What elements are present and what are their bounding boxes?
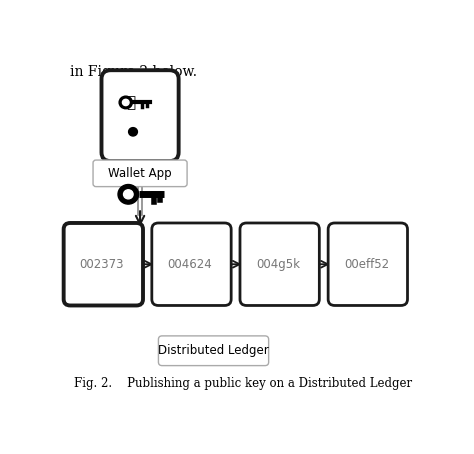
FancyBboxPatch shape [240,223,319,306]
Text: Distributed Ledger: Distributed Ledger [158,344,269,357]
Text: 004624: 004624 [168,258,212,271]
FancyBboxPatch shape [64,223,143,306]
Text: in Figure 2 below.: in Figure 2 below. [70,65,197,79]
FancyBboxPatch shape [152,223,231,306]
Text: 004g5k: 004g5k [256,258,300,271]
FancyBboxPatch shape [101,70,179,161]
Circle shape [124,190,133,199]
Circle shape [119,96,132,109]
Text: Fig. 2.    Publishing a public key on a Distributed Ledger: Fig. 2. Publishing a public key on a Dis… [74,377,412,390]
FancyBboxPatch shape [93,160,187,187]
Text: 00eff52: 00eff52 [344,258,389,271]
Text: 002373: 002373 [80,258,124,271]
Circle shape [118,184,138,204]
Text: Wallet App: Wallet App [108,167,172,180]
Circle shape [128,128,137,136]
FancyBboxPatch shape [328,223,408,306]
Text: ⚿: ⚿ [127,95,136,110]
Circle shape [122,99,129,106]
FancyBboxPatch shape [158,336,269,365]
